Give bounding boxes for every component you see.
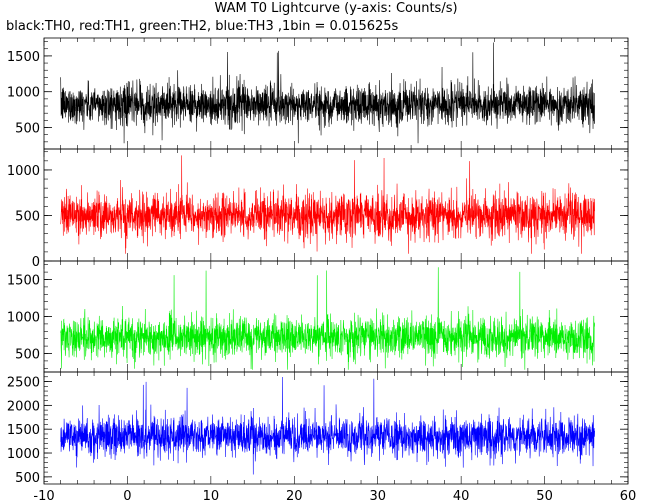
series-line-th0 [60,42,595,144]
chart-title: WAM T0 Lightcurve (y-axis: Counts/s) [214,1,457,16]
x-tick-label: 20 [286,489,303,504]
x-tick-label: 10 [203,489,220,504]
x-tick-label: 60 [620,489,637,504]
y-tick-label: 1500 [7,274,40,289]
y-tick-label: 1000 [7,86,40,101]
y-tick-label: 1000 [7,164,40,179]
x-tick-label: 50 [536,489,553,504]
x-tick-label: 0 [123,489,131,504]
y-tick-label: 0 [32,255,40,270]
y-tick-label: 1500 [7,50,40,65]
series-line-th2 [60,267,595,370]
y-tick-label: 1500 [7,423,40,438]
x-tick-label: 30 [369,489,386,504]
panel-th3: 500 1000 1500 2000 2500 [7,371,629,486]
chart-subtitle: black:TH0, red:TH1, green:TH2, blue:TH3 … [6,19,399,34]
panel-th0: 500 1000 1500 [7,37,629,150]
x-tick-label: -10 [33,489,54,504]
panel-frame [43,371,629,485]
panels-group: 500 1000 1500 0 500 1000 500 1000 1500 500 1000 150… [7,37,629,486]
y-tick-label: 500 [15,348,40,363]
panel-frame [43,260,629,373]
y-tick-label: 500 [15,209,40,224]
panel-th2: 500 1000 1500 [7,260,629,373]
y-tick-label: 500 [15,471,40,486]
y-tick-label: 500 [15,122,40,137]
series-line-th1 [60,155,595,254]
series-line-th3 [60,377,595,475]
panel-th1: 0 500 1000 [7,148,629,270]
y-tick-label: 1000 [7,447,40,462]
x-tick-label: 40 [453,489,470,504]
x-axis: -10 0 10 20 30 40 50 60 [33,489,636,504]
y-tick-label: 2000 [7,399,40,414]
y-tick-label: 2500 [7,376,40,391]
y-tick-label: 1000 [7,311,40,326]
